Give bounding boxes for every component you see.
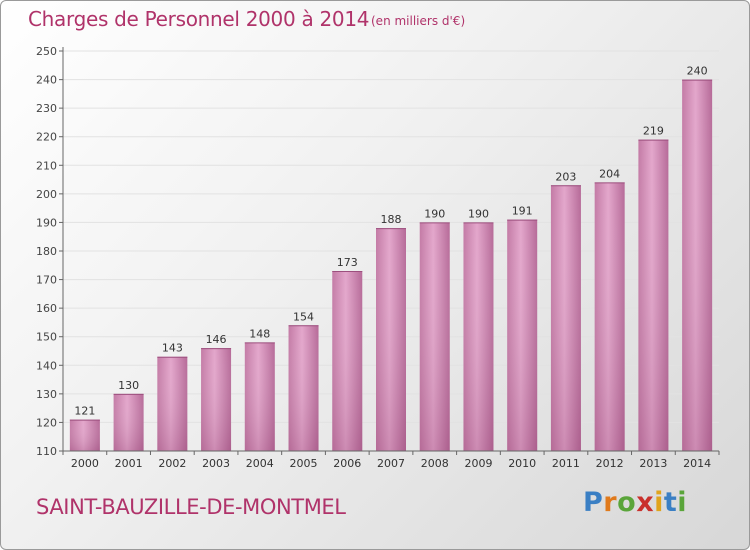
chart-subtitle: (en milliers d'€) (371, 14, 466, 28)
logo-letter: P (583, 487, 604, 518)
logo-letter: i (654, 487, 664, 518)
y-tick-label: 210 (36, 159, 57, 172)
bar-shade (594, 182, 625, 451)
data-label: 219 (643, 125, 664, 138)
y-tick-label: 230 (36, 102, 57, 115)
data-label: 191 (512, 205, 533, 218)
data-label: 143 (162, 342, 183, 355)
bar-shade (69, 419, 100, 451)
x-tick-label: 2008 (421, 457, 449, 470)
x-tick-label: 2001 (115, 457, 143, 470)
x-tick-label: 2004 (246, 457, 274, 470)
x-tick-label: 2012 (596, 457, 624, 470)
data-label: 190 (468, 207, 489, 220)
y-tick-label: 240 (36, 74, 57, 87)
logo-letter: o (617, 487, 637, 518)
bar-shade (244, 342, 275, 451)
data-label: 173 (337, 256, 358, 269)
data-label: 188 (381, 213, 402, 226)
y-tick-label: 150 (36, 331, 57, 344)
bar-shade (113, 393, 144, 451)
logo-letter: t (663, 487, 678, 518)
data-label: 130 (118, 379, 139, 392)
data-label: 240 (687, 65, 708, 78)
y-tick-label: 130 (36, 388, 57, 401)
bar-shade (507, 219, 538, 451)
x-tick-label: 2000 (71, 457, 99, 470)
logo-letter: r (603, 487, 618, 518)
y-tick-label: 190 (36, 216, 57, 229)
y-tick-label: 140 (36, 359, 57, 372)
x-tick-label: 2009 (464, 457, 492, 470)
data-label: 121 (74, 405, 95, 418)
proxiti-logo[interactable]: Proxiti (583, 487, 687, 518)
bar-shade (638, 139, 669, 452)
chart-title: Charges de Personnel 2000 à 2014 (28, 7, 370, 31)
y-tick-label: 200 (36, 188, 57, 201)
x-tick-label: 2011 (552, 457, 580, 470)
logo-letter: i (677, 487, 688, 518)
bar-shade (463, 222, 494, 451)
bar-shade (201, 348, 232, 451)
x-tick-label: 2005 (290, 457, 318, 470)
data-label: 204 (599, 167, 620, 180)
bar-shade (157, 356, 188, 451)
data-label: 203 (555, 170, 576, 183)
data-label: 148 (249, 327, 270, 340)
x-tick-label: 2002 (158, 457, 186, 470)
x-tick-label: 2006 (333, 457, 361, 470)
x-tick-label: 2007 (377, 457, 405, 470)
town-name: SAINT-BAUZILLE-DE-MONTMEL (36, 495, 346, 519)
y-tick-label: 160 (36, 302, 57, 315)
y-tick-label: 250 (36, 45, 57, 58)
y-tick-label: 120 (36, 416, 57, 429)
x-tick-label: 2010 (508, 457, 536, 470)
y-tick-label: 180 (36, 245, 57, 258)
data-label: 154 (293, 310, 314, 323)
logo-letter: x (636, 487, 655, 518)
data-label: 190 (424, 207, 445, 220)
bar-shade (550, 185, 581, 452)
data-label: 146 (206, 333, 227, 346)
y-tick-label: 220 (36, 131, 57, 144)
x-tick-label: 2014 (683, 457, 711, 470)
bar-shade (376, 228, 406, 451)
bar-shade (288, 325, 319, 451)
y-tick-label: 110 (36, 445, 57, 458)
bar-shade (332, 271, 363, 451)
bar-shade (682, 79, 713, 452)
x-tick-label: 2013 (639, 457, 667, 470)
bar-shade (419, 222, 450, 451)
y-tick-label: 170 (36, 274, 57, 287)
x-tick-label: 2003 (202, 457, 230, 470)
